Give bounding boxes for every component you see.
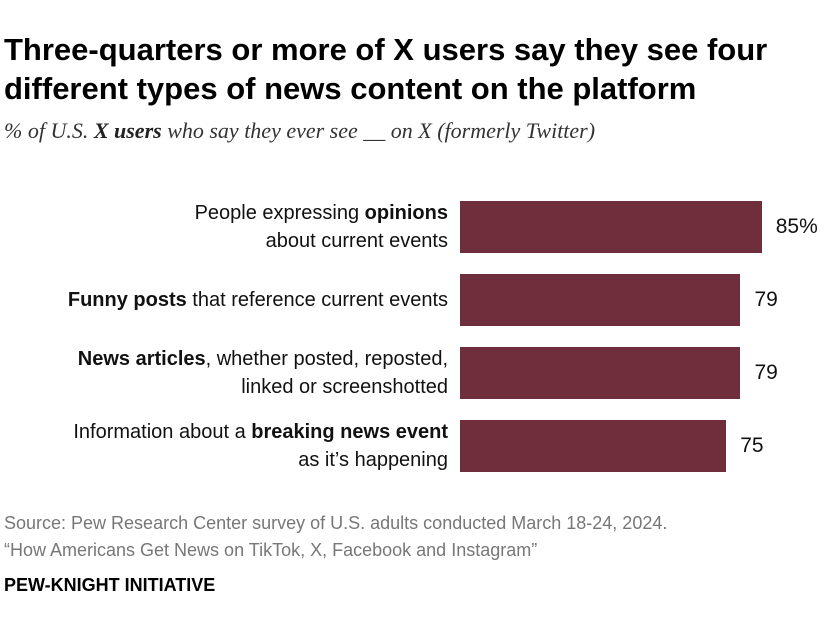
source-note: Source: Pew Research Center survey of U.… xyxy=(4,510,667,564)
category-label-text: as it’s happening xyxy=(298,449,448,471)
category-label-line: People expressing opinions xyxy=(195,199,448,227)
category-label-emphasis: opinions xyxy=(364,202,448,224)
bar xyxy=(460,347,741,399)
category-label-emphasis: Funny posts xyxy=(67,289,187,311)
chart-title: Three-quarters or more of X users say th… xyxy=(4,32,768,106)
category-label: Funny posts that reference current event… xyxy=(8,270,448,330)
category-label-text: , whether posted, reposted, xyxy=(205,348,448,370)
subtitle-emphasis: X users xyxy=(93,118,162,143)
category-label-emphasis: News articles xyxy=(77,348,206,370)
source-line: Source: Pew Research Center survey of U.… xyxy=(4,513,668,533)
subtitle-suffix: who say they ever see __ on X (formerly … xyxy=(161,118,596,143)
category-label-text: Information about a xyxy=(73,421,252,443)
bar-row: Funny posts that reference current event… xyxy=(0,270,840,330)
data-label: 79 xyxy=(754,288,778,311)
bar-row: News articles, whether posted, reposted,… xyxy=(0,343,840,403)
category-label-emphasis: breaking news event xyxy=(251,421,448,443)
category-label-text: People expressing xyxy=(194,202,365,224)
bar xyxy=(460,420,727,472)
category-label-line: linked or screenshotted xyxy=(241,373,448,401)
data-label: 85% xyxy=(775,215,818,238)
bar xyxy=(460,274,741,326)
category-label-text: about current events xyxy=(265,230,448,252)
category-label: Information about a breaking news event a… xyxy=(8,416,448,476)
category-label-line: News articles, whether posted, reposted, xyxy=(78,345,448,373)
data-label: 79 xyxy=(754,361,778,384)
subtitle-prefix: % of U.S. xyxy=(4,118,94,143)
category-label-line: about current events xyxy=(266,227,448,255)
brand-label: PEW-KNIGHT INITIATIVE xyxy=(4,575,216,595)
category-label: People expressing opinions about current … xyxy=(8,197,448,257)
category-label-text: linked or screenshotted xyxy=(241,376,448,398)
category-label-line: Information about a breaking news event xyxy=(73,418,448,446)
category-label-text: that reference current events xyxy=(186,289,448,311)
data-label: 75 xyxy=(740,434,764,457)
chart-subtitle: % of U.S. X users who say they ever see … xyxy=(4,118,834,144)
category-label-line: as it’s happening xyxy=(298,446,448,474)
bar xyxy=(460,201,762,253)
report-title-line: “How Americans Get News on TikTok, X, Fa… xyxy=(4,540,538,560)
bar-chart: People expressing opinions about current … xyxy=(0,180,840,480)
category-label: News articles, whether posted, reposted,… xyxy=(8,343,448,403)
category-label-line: Funny posts that reference current event… xyxy=(68,286,448,314)
bar-row: People expressing opinions about current … xyxy=(0,197,840,257)
bar-row: Information about a breaking news event a… xyxy=(0,416,840,476)
